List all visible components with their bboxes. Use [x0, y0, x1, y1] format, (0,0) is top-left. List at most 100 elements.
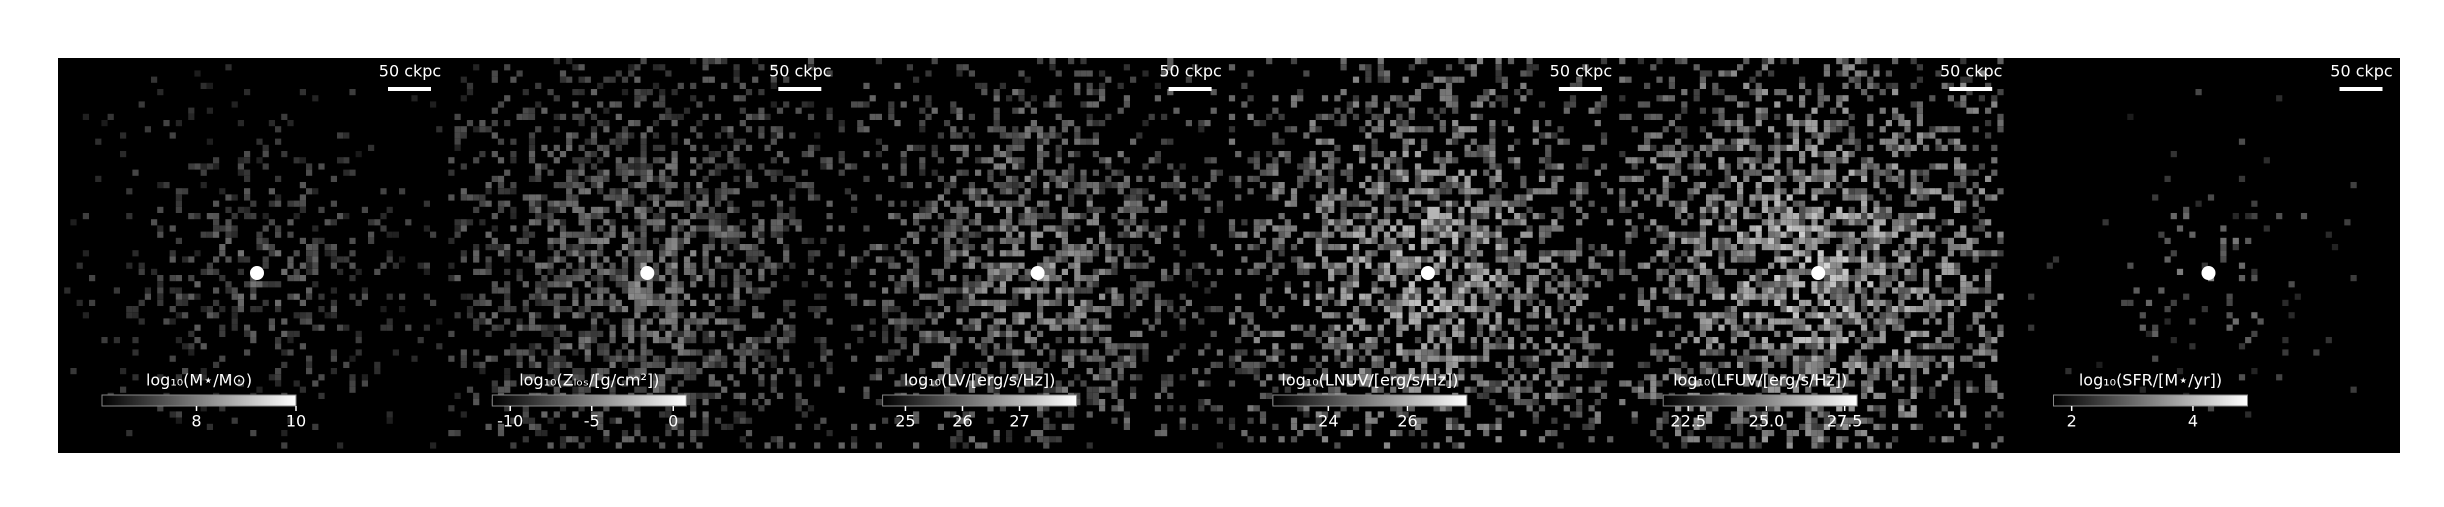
pixel — [987, 194, 994, 201]
pixel — [535, 299, 542, 306]
pixel — [1551, 361, 1558, 368]
pixel — [584, 436, 591, 443]
pixel — [1278, 361, 1285, 368]
pixel — [1086, 355, 1093, 362]
pixel — [1278, 213, 1285, 220]
pixel — [1315, 337, 1322, 344]
pixel — [634, 312, 641, 319]
pixel — [1507, 268, 1515, 275]
pixel — [1402, 175, 1409, 182]
pixel — [1656, 423, 1663, 430]
pixel — [1024, 268, 1031, 275]
pixel — [578, 374, 585, 381]
pixel — [1538, 299, 1546, 306]
pixel — [1693, 64, 1700, 71]
pixel — [702, 256, 709, 263]
pixel — [1086, 256, 1093, 263]
pixel — [1631, 318, 1638, 325]
pixel — [516, 237, 523, 244]
pixel — [708, 169, 715, 176]
pixel — [1526, 337, 1533, 344]
pixel — [1600, 182, 1608, 189]
pixel — [993, 343, 1000, 350]
pixel — [572, 293, 579, 300]
pixel — [783, 101, 790, 108]
pixel — [1037, 436, 1044, 443]
pixel — [1210, 361, 1217, 368]
pixel — [510, 157, 517, 164]
pixel — [1092, 330, 1099, 337]
pixel — [535, 361, 542, 368]
pixel — [1743, 101, 1750, 108]
pixel — [900, 237, 907, 244]
pixel — [1545, 256, 1552, 263]
pixel — [466, 306, 474, 313]
pixel — [702, 244, 709, 251]
pixel — [1730, 144, 1737, 151]
pixel — [163, 318, 170, 325]
pixel — [1105, 287, 1112, 294]
pixel — [1526, 275, 1533, 282]
pixel — [789, 337, 796, 344]
pixel — [1346, 275, 1353, 282]
pixel — [1637, 392, 1644, 399]
pixel — [869, 95, 876, 102]
pixel — [1278, 182, 1285, 189]
pixel — [925, 250, 932, 257]
pixel — [628, 169, 635, 176]
pixel — [1371, 113, 1378, 120]
pixel — [299, 182, 306, 189]
pixel — [535, 200, 542, 207]
pixel — [981, 89, 988, 96]
pixel — [1228, 318, 1236, 325]
pixel — [758, 287, 765, 294]
pixel — [225, 287, 232, 294]
pixel — [640, 256, 647, 263]
pixel — [553, 206, 560, 213]
pixel — [559, 361, 567, 368]
pixel — [1452, 324, 1459, 331]
pixel — [1427, 349, 1434, 356]
pixel — [1551, 430, 1558, 437]
pixel — [733, 324, 740, 331]
pixel — [733, 76, 740, 83]
pixel — [1470, 361, 1477, 368]
pixel — [783, 299, 790, 306]
pixel — [262, 237, 269, 244]
pixel — [1006, 144, 1013, 151]
pixel — [1123, 417, 1130, 424]
pixel — [454, 138, 461, 145]
pixel — [1272, 107, 1279, 114]
pixel — [913, 411, 920, 418]
pixel — [659, 442, 666, 449]
pixel — [1352, 281, 1360, 288]
pixel — [628, 349, 635, 356]
pixel — [578, 262, 585, 269]
pixel — [578, 206, 585, 213]
pixel — [1551, 225, 1558, 232]
pixel — [1421, 349, 1428, 356]
pixel — [665, 268, 672, 275]
pixel — [708, 244, 715, 251]
pixel — [1427, 237, 1434, 244]
pixel — [1216, 169, 1223, 176]
pixel — [1105, 113, 1112, 120]
pixel — [1495, 188, 1502, 195]
pixel — [1383, 213, 1391, 220]
pixel — [1532, 213, 1539, 220]
pixel — [1743, 157, 1750, 164]
pixel — [510, 225, 517, 232]
pixel — [1396, 194, 1403, 201]
pixel — [318, 293, 325, 300]
pixel — [1080, 330, 1087, 337]
pixel — [182, 312, 189, 319]
pixel — [559, 200, 567, 207]
pixel — [1006, 151, 1013, 158]
pixel — [287, 256, 294, 263]
pixel — [1210, 89, 1217, 96]
pixel — [640, 436, 647, 443]
pixel — [1699, 368, 1706, 375]
pixel — [200, 82, 207, 89]
pixel — [1309, 163, 1316, 170]
pixel — [1495, 299, 1502, 306]
